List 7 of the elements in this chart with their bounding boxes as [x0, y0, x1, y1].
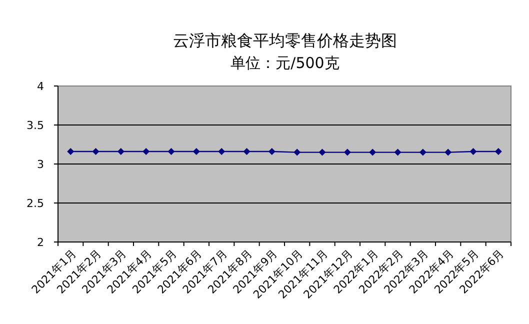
y-tick-label: 2 — [37, 236, 44, 249]
y-tick-label: 2.5 — [26, 197, 44, 210]
chart-subtitle: 单位：元/500克 — [230, 54, 340, 72]
y-tick-label: 3.5 — [26, 119, 44, 132]
y-tick-label: 3 — [37, 158, 44, 171]
chart-title: 云浮市粮食平均零售价格走势图 — [173, 31, 397, 50]
y-tick-label: 4 — [37, 80, 44, 93]
